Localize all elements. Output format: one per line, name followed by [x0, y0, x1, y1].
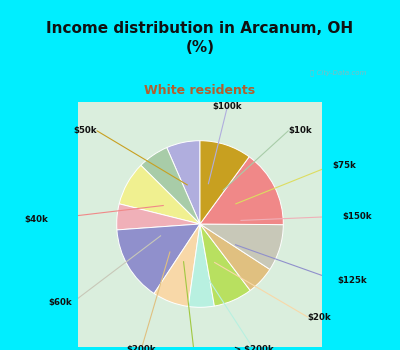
Text: > $200k: > $200k — [234, 345, 274, 350]
Wedge shape — [167, 141, 200, 224]
Text: $75k: $75k — [332, 161, 356, 170]
Text: $40k: $40k — [24, 215, 48, 224]
Wedge shape — [141, 148, 200, 224]
Wedge shape — [188, 224, 214, 307]
Text: White residents: White residents — [144, 84, 256, 97]
FancyBboxPatch shape — [28, 62, 372, 350]
Wedge shape — [117, 224, 200, 294]
Wedge shape — [154, 224, 200, 307]
Text: $10k: $10k — [288, 126, 312, 135]
Wedge shape — [117, 204, 200, 230]
Text: $100k: $100k — [213, 102, 242, 111]
Wedge shape — [200, 157, 283, 225]
Wedge shape — [200, 141, 249, 224]
Text: $150k: $150k — [342, 212, 372, 220]
Text: $60k: $60k — [49, 298, 73, 307]
Wedge shape — [200, 224, 270, 290]
Text: Income distribution in Arcanum, OH
(%): Income distribution in Arcanum, OH (%) — [46, 21, 354, 55]
Text: $50k: $50k — [74, 126, 97, 135]
Text: $125k: $125k — [337, 276, 367, 285]
Text: $20k: $20k — [308, 313, 332, 322]
Wedge shape — [200, 224, 250, 306]
Text: ⓘ City-Data.com: ⓘ City-Data.com — [310, 69, 366, 76]
Wedge shape — [119, 165, 200, 224]
Text: $200k: $200k — [126, 345, 156, 350]
Wedge shape — [200, 224, 283, 270]
